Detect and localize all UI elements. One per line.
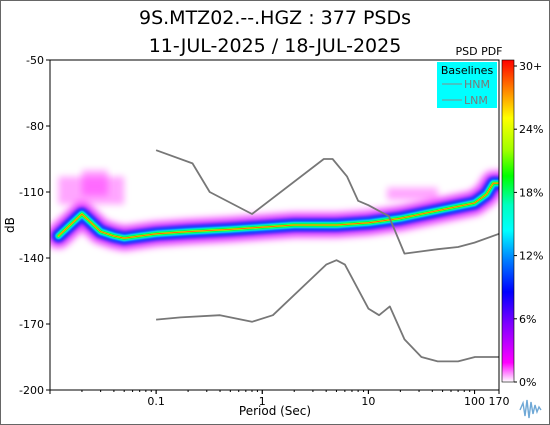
lnm-line	[156, 259, 499, 363]
plot-border	[49, 59, 500, 391]
chart-subtitle: 11-JUL-2025 / 18-JUL-2025	[149, 35, 402, 57]
colorbar-scale	[501, 59, 515, 383]
plot-area	[49, 59, 500, 391]
x-tick-label: 0.1	[147, 395, 165, 408]
x-tick-label: 10	[361, 395, 375, 408]
pdf-sparse-region	[387, 187, 438, 200]
legend-item-lnm: LNM	[464, 94, 488, 107]
colorbar-tick-label: 24%	[519, 123, 543, 136]
colorbar-tick-label: 12%	[519, 250, 543, 263]
colorbar-tick-label: 30+	[519, 60, 542, 73]
colorbar-title: PSD PDF	[455, 45, 502, 58]
legend-title: Baselines	[441, 64, 494, 77]
x-tick-label: 170	[489, 395, 510, 408]
logo-icon	[518, 397, 546, 421]
y-axis: -50 -80 -110 -140 -170 -200	[19, 54, 50, 397]
pdf-density-band	[58, 182, 499, 239]
x-axis-label: Period (Sec)	[239, 404, 311, 418]
hnm-line	[155, 149, 499, 255]
baseline-curves	[155, 149, 499, 363]
y-tick-label: -140	[19, 252, 44, 265]
x-axis: 0.1 1 10 100 170	[49, 390, 510, 408]
colorbar-tick-label: 6%	[519, 313, 536, 326]
legend-item-hnm: HNM	[464, 78, 490, 91]
baselines-legend: Baselines HNM LNM	[437, 62, 497, 108]
y-tick-label: -110	[19, 186, 44, 199]
x-tick-label: 1	[259, 395, 266, 408]
colorbar: PSD PDF 30+ 24% 18% 12% 6% 0%	[455, 45, 543, 389]
colorbar-tick-label: 0%	[519, 376, 536, 389]
pdf-sparse-region	[81, 170, 108, 196]
colorbar-tick-label: 18%	[519, 186, 543, 199]
y-tick-label: -200	[19, 384, 44, 397]
y-tick-label: -50	[26, 54, 44, 67]
chart-title: 9S.MTZ02.--.HGZ : 377 PSDs	[139, 7, 411, 29]
colorbar-ticks: 30+ 24% 18% 12% 6% 0%	[514, 60, 543, 389]
psd-pdf-heatmap	[50, 170, 499, 252]
y-tick-label: -80	[26, 120, 44, 133]
y-tick-label: -170	[19, 318, 44, 331]
x-tick-label: 100	[464, 395, 485, 408]
y-axis-label: dB	[3, 217, 17, 233]
